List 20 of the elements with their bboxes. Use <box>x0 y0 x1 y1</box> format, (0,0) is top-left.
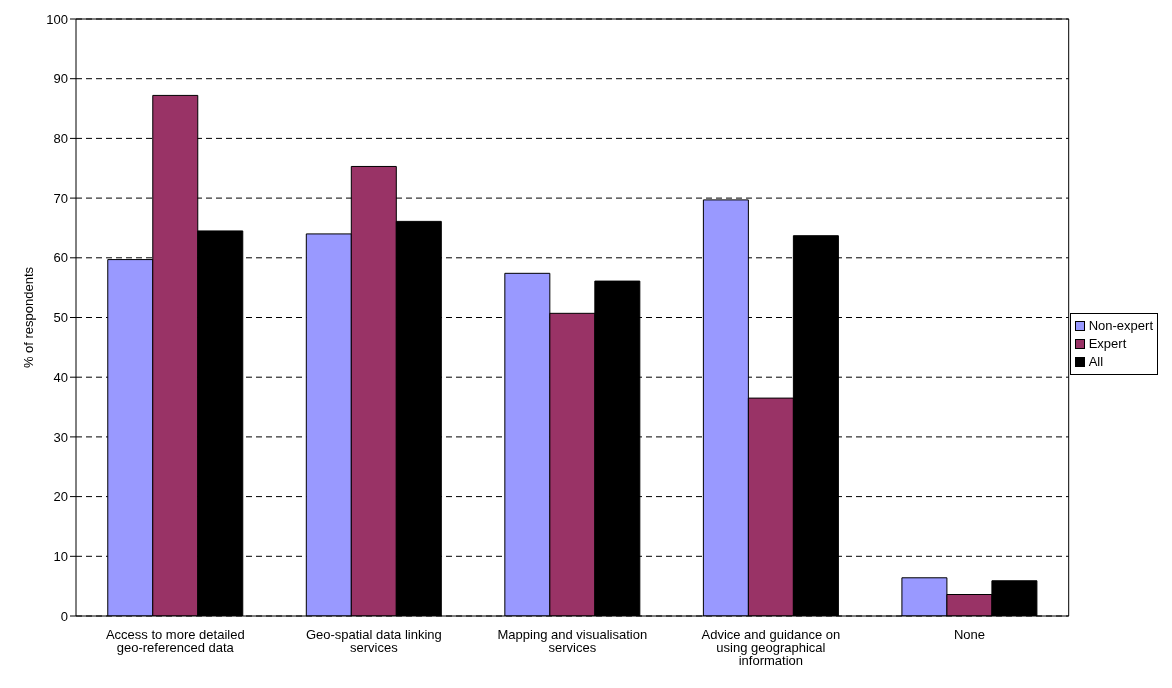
y-tick-label: 30 <box>53 429 68 445</box>
y-tick-label: 0 <box>60 608 68 624</box>
y-tick-label: 90 <box>53 71 68 87</box>
y-tick-label: 100 <box>46 11 68 27</box>
legend-label: All <box>1088 353 1104 371</box>
x-tick-label: Geo-spatial data linking services <box>305 627 442 656</box>
legend-label: Expert <box>1088 335 1127 353</box>
y-tick-label: 40 <box>53 369 68 385</box>
y-tick-label: 20 <box>53 489 68 505</box>
x-tick-label: None <box>953 627 985 643</box>
x-tick-label: Advice and guidance on using geographical information <box>701 627 841 669</box>
x-tick-label: Mapping and visualisation services <box>497 627 648 656</box>
y-tick-label: 50 <box>53 310 68 326</box>
y-tick-label: 60 <box>53 250 68 266</box>
legend-label: Non-expert <box>1088 317 1153 335</box>
x-tick-label: Access to more detailed geo-referenced data <box>105 627 245 656</box>
y-tick-label: 10 <box>53 548 68 564</box>
y-tick-label: 80 <box>53 131 68 147</box>
y-axis-title: % of respondents <box>20 266 36 369</box>
y-tick-label: 70 <box>53 190 68 206</box>
